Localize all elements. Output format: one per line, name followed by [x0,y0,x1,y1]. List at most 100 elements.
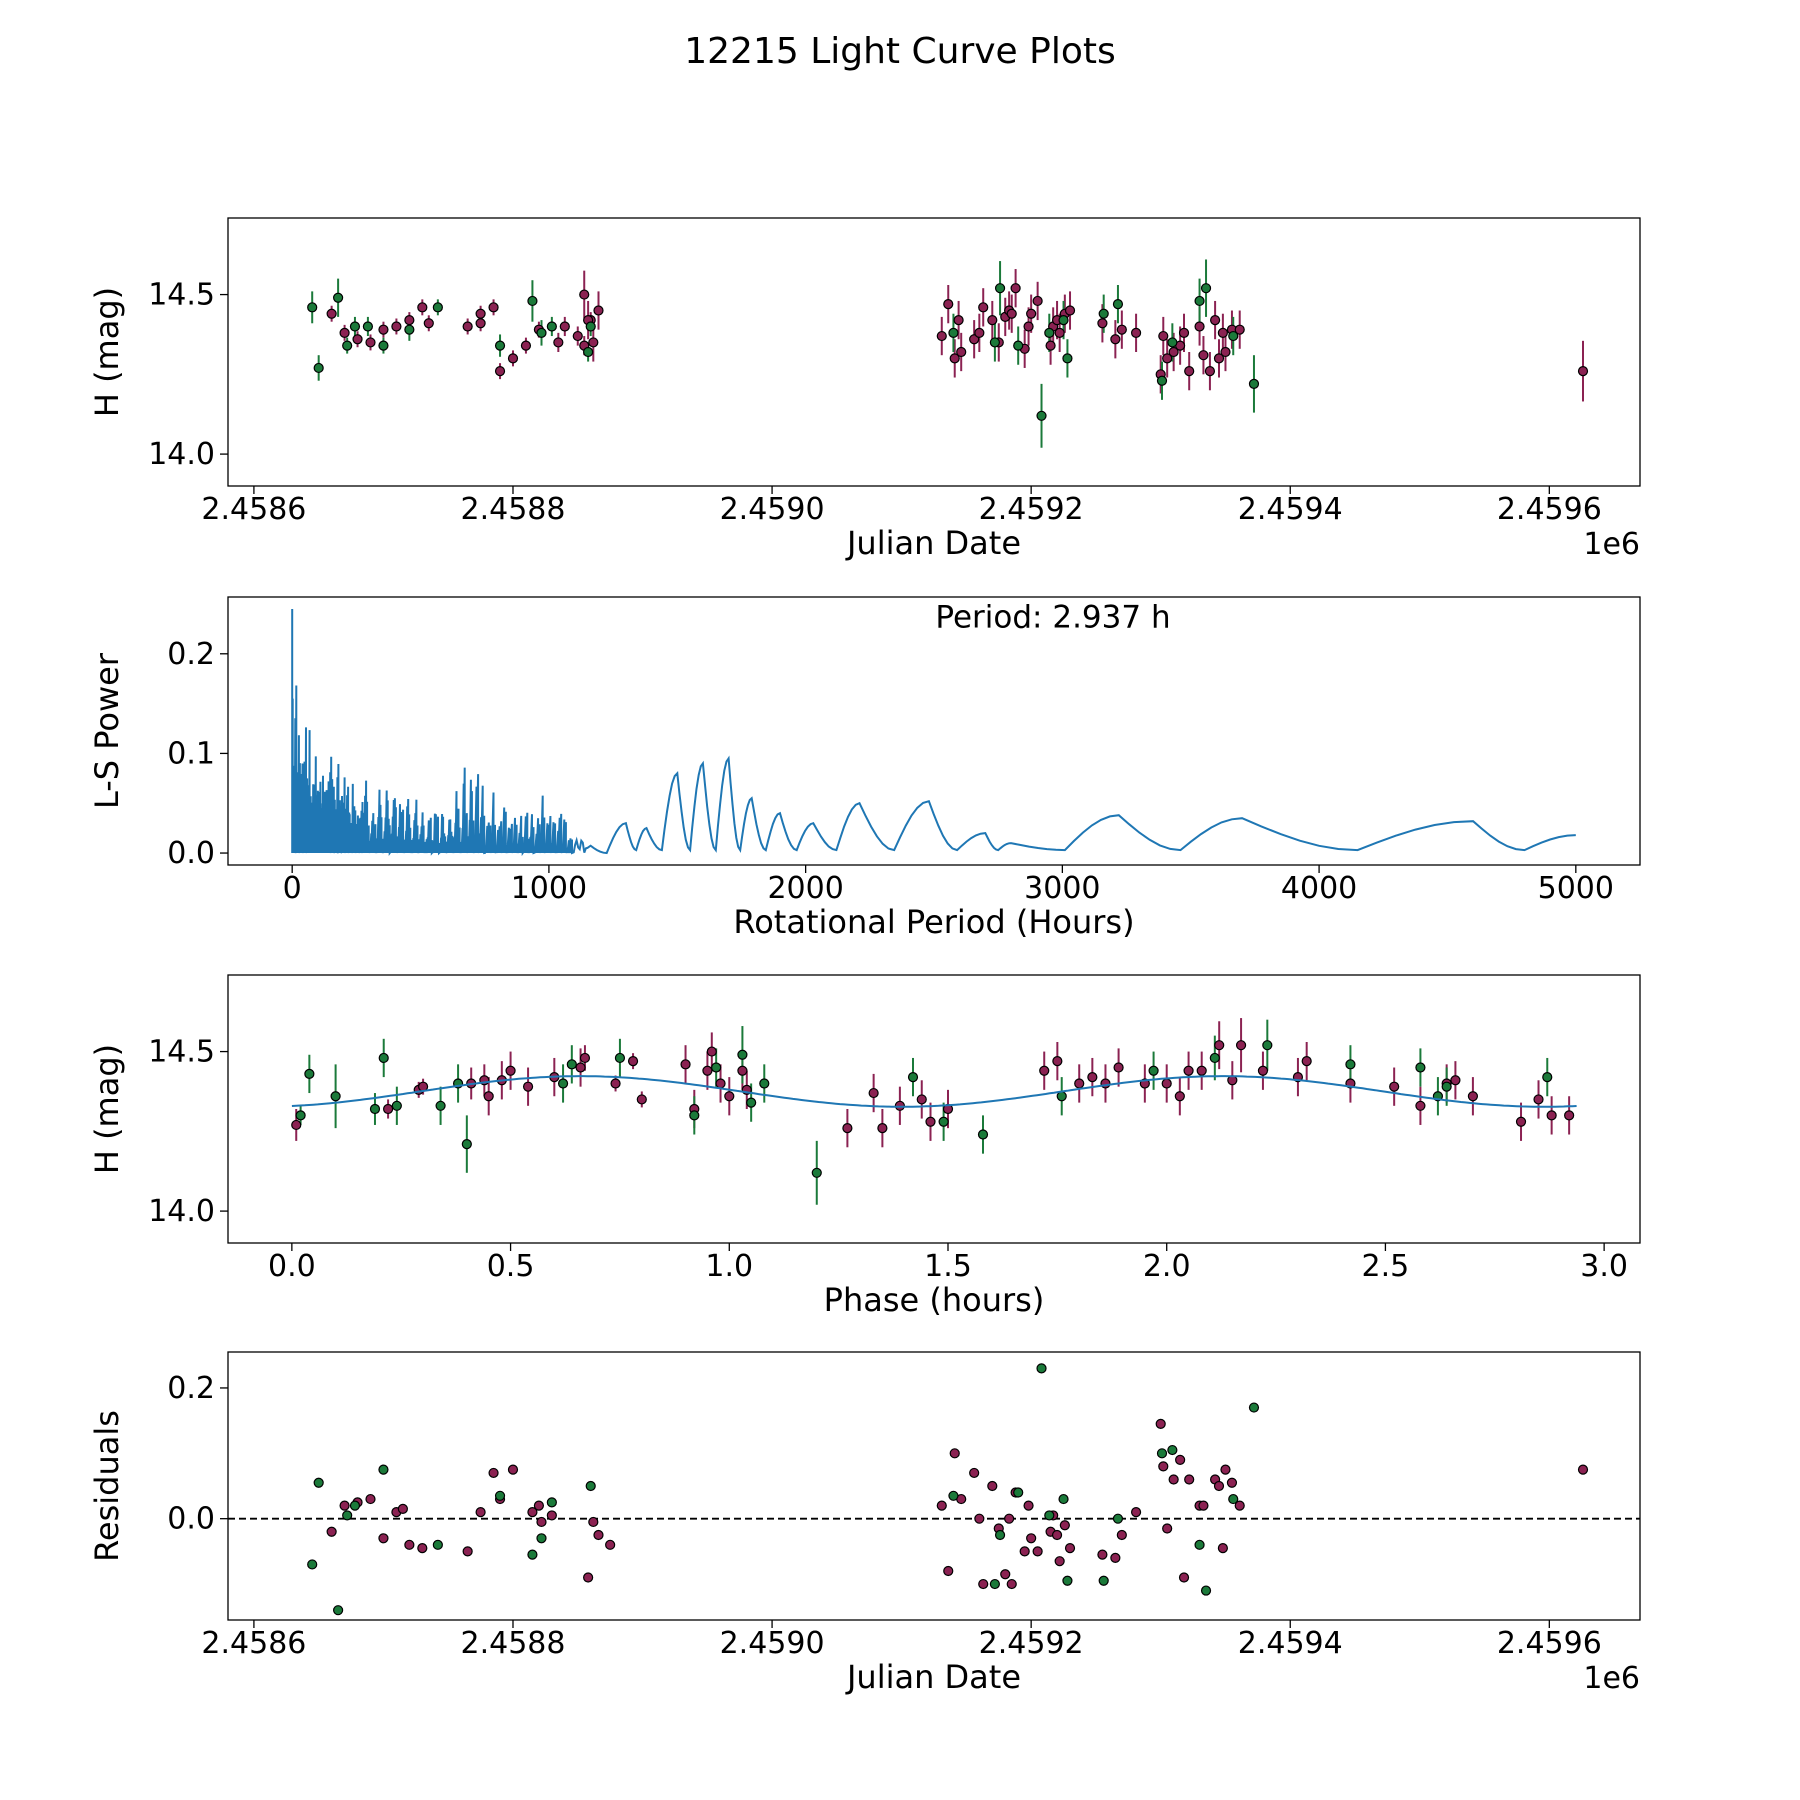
green-data-point [1415,1062,1426,1073]
magenta-data-point [1110,334,1121,345]
y-tick-label: 0.1 [167,736,215,771]
magenta-data-point [1158,1461,1169,1472]
x-tick-label: 2.4590 [720,492,825,527]
magenta-data-point [462,1546,473,1557]
magenta-data-point [925,1116,936,1127]
period-annotation: Period: 2.937 h [935,600,1170,636]
green-data-point [1167,337,1178,348]
green-data-point [349,321,361,332]
magenta-data-point [1217,1542,1228,1554]
magenta-data-point [488,1467,499,1479]
magenta-data-point [1194,321,1205,332]
x-tick-label: 0 [283,871,302,906]
magenta-data-point [1161,1078,1172,1089]
magenta-data-point [1000,1569,1011,1580]
magenta-data-point [1235,1040,1247,1051]
magenta-data-point [1026,1533,1037,1544]
magenta-data-point [1467,1091,1479,1102]
magenta-data-point [1184,366,1195,377]
magenta-data-point [1064,1542,1076,1554]
y-axis-label: Residuals [88,1410,126,1562]
green-data-point [948,1490,959,1501]
green-data-point [689,1110,700,1121]
magenta-data-point [522,1081,534,1092]
green-data-point [585,321,596,332]
green-data-point [494,340,506,351]
magenta-data-point [1214,1040,1225,1051]
green-data-point [1262,1040,1273,1051]
magenta-data-point [553,337,564,348]
magenta-data-point [1162,353,1173,364]
green-data-point [1248,1402,1260,1413]
magenta-data-point [1234,324,1245,335]
green-data-point [304,1068,315,1080]
green-data-point [342,1510,353,1521]
green-data-point [330,1091,341,1102]
green-data-point [1062,353,1073,364]
magenta-data-point [397,1503,408,1514]
magenta-data-point [488,302,499,313]
green-data-point [369,1103,381,1115]
green-data-point [994,1529,1006,1541]
magenta-data-point [417,1542,428,1554]
magenta-data-point [1023,321,1034,332]
green-data-point [1156,1448,1168,1459]
green-data-point [342,340,353,351]
magenta-data-point [352,334,363,345]
x-tick-label: 2000 [767,871,843,906]
x-tick-label: 2.4586 [201,492,306,527]
magenta-data-point [1010,283,1021,294]
green-data-point [313,362,324,374]
magenta-data-point [546,1510,557,1521]
green-data-point [527,1549,538,1560]
green-data-point [989,1578,1000,1590]
magenta-data-point [1257,1065,1269,1076]
magenta-data-point [1113,1062,1124,1073]
magenta-data-point [1051,1529,1063,1541]
x-tick-label: 1.0 [705,1249,753,1284]
magenta-data-point [1130,327,1142,338]
green-data-point [536,327,547,338]
x-tick-label: 2.4590 [720,1626,825,1661]
magenta-data-point [868,1087,879,1099]
x-offset-label: 1e6 [1583,1661,1640,1696]
green-data-point [536,1533,547,1544]
magenta-data-point [943,299,954,310]
x-axis-label: Julian Date [845,1658,1021,1696]
green-data-point [1345,1059,1356,1070]
magenta-data-point [636,1094,647,1105]
plot-area [228,1363,1640,1616]
y-tick-label: 14.0 [148,437,215,472]
magenta-data-point [507,353,519,364]
axes-frame [227,217,1641,487]
green-data-point [1036,1363,1047,1374]
magenta-data-point [520,340,532,351]
magenta-data-point [1158,330,1169,342]
magenta-data-point [1110,1552,1121,1564]
magenta-data-point [339,327,350,338]
periodogram-panel: 0 1000 2000 3000 4000 5000 0.0 0.1 0.2 Rotational… [88,596,1641,941]
magenta-data-point [382,1103,394,1115]
model-fit-curve [291,1075,1577,1108]
magenta-data-point [533,1500,544,1511]
green-data-point [585,1480,596,1492]
x-tick-label: 4000 [1281,871,1357,906]
green-data-point [1098,1575,1109,1586]
x-axis-label: Rotational Period (Hours) [733,903,1134,941]
magenta-data-point [1064,305,1076,316]
magenta-data-point [536,1516,547,1528]
magenta-data-point [378,1533,389,1544]
x-tick-label: 2.4596 [1497,492,1602,527]
magenta-data-point [1564,1110,1575,1121]
green-data-point [432,302,443,313]
magenta-data-point [1234,1500,1245,1511]
magenta-data-point [579,289,590,300]
green-data-point [1056,1091,1067,1102]
magenta-data-point [1006,308,1017,319]
green-data-point [313,1477,324,1488]
green-data-point [1112,1513,1124,1524]
green-data-point [1112,299,1124,310]
green-data-point [746,1097,757,1108]
magenta-data-point [1004,1513,1015,1524]
